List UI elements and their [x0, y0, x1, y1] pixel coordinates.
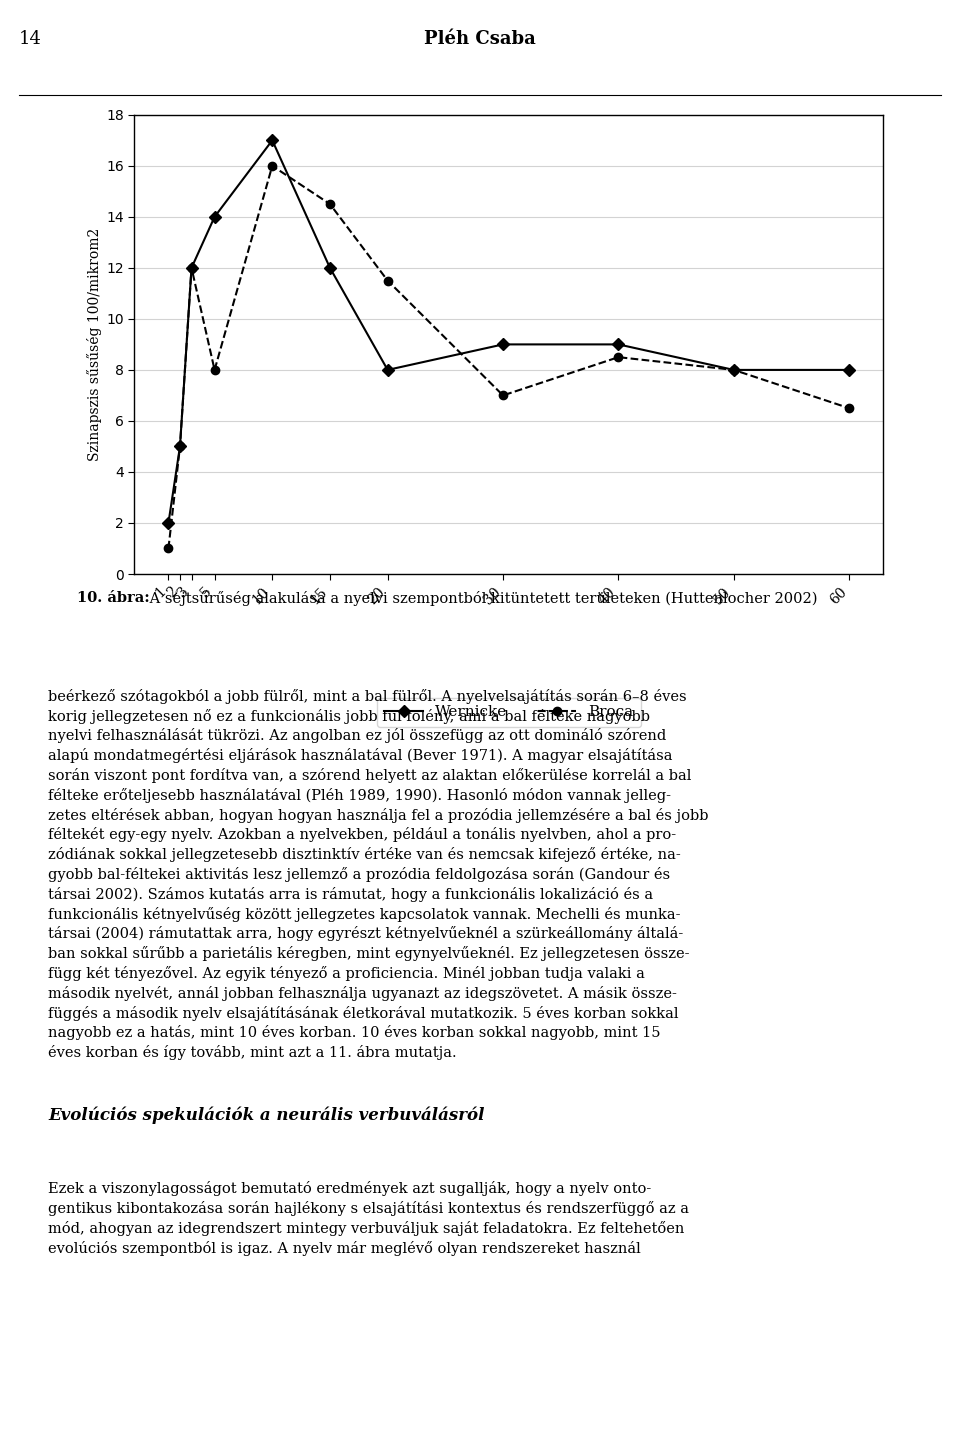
- Text: Pléh Csaba: Pléh Csaba: [424, 30, 536, 49]
- Text: beérkező szótagokból a jobb fülről, mint a bal fülről. A nyelvelsajátítás során : beérkező szótagokból a jobb fülről, mint…: [48, 689, 708, 1060]
- Text: Evolúciós spekulációk a neurális verbuválásról: Evolúciós spekulációk a neurális verbuvá…: [48, 1106, 485, 1124]
- Legend: Wernicke, Broca: Wernicke, Broca: [376, 697, 641, 728]
- Text: 10. ábra:: 10. ábra:: [77, 591, 150, 606]
- Text: A sejtsűrűség alakulása a nyelvi szempontból kitüntetett területeken (Huttenloch: A sejtsűrűség alakulása a nyelvi szempon…: [145, 591, 818, 606]
- Text: 14: 14: [19, 30, 42, 49]
- Y-axis label: Szinapszis sűsűség 100/mikrom2: Szinapszis sűsűség 100/mikrom2: [87, 228, 102, 461]
- Text: Ezek a viszonylagosságot bemutató eredmények azt sugallják, hogy a nyelv onto-
g: Ezek a viszonylagosságot bemutató eredmé…: [48, 1181, 689, 1256]
